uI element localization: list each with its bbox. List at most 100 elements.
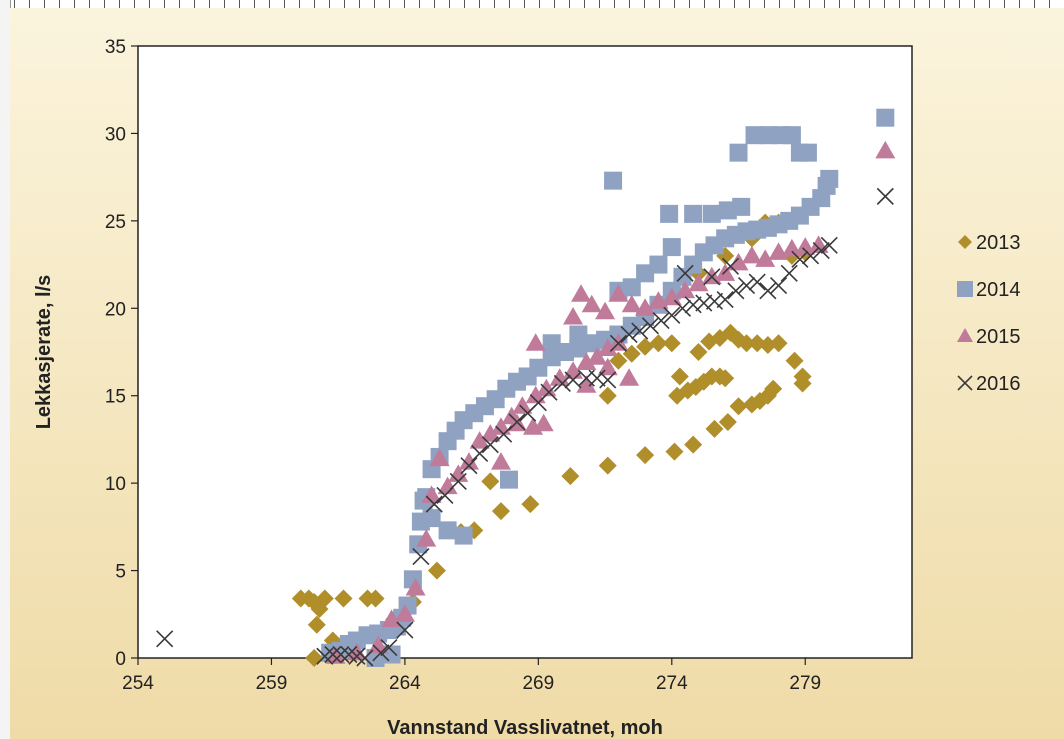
data-point-2016 (540, 383, 558, 401)
data-point-2014 (782, 126, 801, 145)
data-point-2015 (533, 413, 554, 432)
data-point-2016 (812, 242, 830, 260)
data-point-2016 (332, 645, 350, 664)
data-point-2016 (380, 638, 398, 657)
legend-marker (958, 235, 972, 249)
data-point-2013 (729, 397, 748, 416)
data-point-2013 (366, 589, 385, 608)
data-point-2015 (325, 646, 346, 664)
data-point-2014 (622, 278, 641, 297)
data-point-2013 (598, 386, 617, 405)
data-point-2015 (512, 396, 533, 414)
data-point-2013 (718, 412, 737, 431)
data-point-2013 (684, 435, 703, 454)
data-point-2015 (755, 249, 776, 267)
x-axis-title: Vannstand Vasslivatnet, moh (387, 717, 663, 739)
data-point-2015 (597, 338, 618, 357)
legend-marker (957, 328, 973, 342)
data-point-2013 (668, 386, 687, 405)
data-point-2014 (569, 325, 588, 344)
data-point-2016 (780, 264, 798, 282)
data-point-2016 (436, 486, 454, 504)
data-point-2016 (791, 250, 809, 268)
legend-label: 2016 (976, 373, 1021, 395)
data-point-2016 (676, 264, 694, 282)
x-axis: 254 259 264 269 274 279 (122, 658, 821, 694)
data-point-2014 (729, 143, 748, 162)
data-point-2015 (458, 452, 479, 470)
data-point-2014 (499, 470, 518, 489)
data-point-2015 (621, 294, 642, 313)
data-point-2016 (508, 413, 526, 431)
data-point-2014 (542, 334, 561, 353)
data-point-2015 (581, 294, 602, 313)
data-point-2013 (307, 615, 326, 634)
data-point-2016 (553, 374, 571, 393)
data-point-2015 (536, 378, 557, 397)
legend-label: 2013 (976, 232, 1021, 254)
data-point-2013 (334, 589, 353, 608)
plot-frame (137, 45, 913, 659)
data-point-2015 (619, 368, 640, 386)
data-point-2013 (521, 495, 540, 514)
data-point-2013 (785, 351, 804, 370)
background-window-strip (0, 0, 1064, 8)
data-point-2016 (641, 317, 660, 335)
data-point-2015 (597, 357, 618, 376)
data-point-2015 (608, 333, 629, 351)
data-point-2016 (620, 325, 638, 344)
data-point-2015 (728, 252, 749, 271)
data-point-2014 (438, 521, 457, 540)
data-point-2016 (412, 548, 430, 566)
data-point-2016 (449, 472, 467, 490)
data-point-2016 (324, 645, 342, 664)
data-point-2015 (587, 347, 608, 365)
data-point-2015 (571, 284, 592, 302)
data-point-2015 (576, 375, 597, 393)
data-point-2016 (769, 276, 788, 295)
data-point-2016 (703, 268, 721, 286)
legend-item-2015: 2015 (957, 326, 1021, 348)
y-tick-label: 0 (115, 649, 126, 670)
data-point-2016 (684, 296, 702, 314)
data-point-2015 (469, 431, 490, 449)
data-point-2016 (460, 457, 478, 475)
data-point-2015 (675, 280, 696, 299)
data-point-2013 (561, 467, 580, 486)
data-point-2015 (429, 448, 450, 467)
data-point-2013 (769, 334, 788, 353)
data-point-2016 (156, 630, 174, 648)
data-point-2013 (705, 419, 724, 438)
legend-item-2013: 2013 (958, 232, 1021, 254)
data-point-2013 (665, 442, 684, 461)
y-tick-label: 30 (105, 124, 126, 145)
x-tick-label: 269 (522, 673, 554, 694)
x-tick-label: 264 (389, 673, 421, 694)
data-point-2016 (705, 292, 724, 310)
data-point-2014 (662, 238, 681, 257)
data-point-2013 (793, 367, 812, 386)
data-point-2015 (525, 385, 546, 404)
data-point-2015 (741, 245, 762, 264)
y-tick-label: 25 (105, 212, 126, 233)
x-tick-label: 259 (256, 673, 288, 694)
data-point-2016 (471, 444, 489, 462)
legend-item-2016: 2016 (957, 373, 1021, 395)
legend: 2013 2014 2015 2016 (957, 232, 1021, 395)
data-point-2013 (636, 337, 655, 356)
y-tick-label: 5 (115, 562, 126, 583)
legend-marker (957, 375, 973, 391)
data-point-2016 (721, 257, 740, 275)
data-point-2014 (649, 255, 668, 274)
y-axis: 0 5 10 15 20 25 30 35 (105, 37, 138, 670)
data-point-2013 (649, 334, 668, 353)
data-point-2013 (716, 369, 735, 388)
data-point-2014 (876, 108, 895, 127)
data-point-2015 (608, 284, 629, 302)
data-point-2013 (670, 367, 689, 386)
data-point-2013 (764, 379, 783, 398)
data-point-2016 (631, 322, 649, 340)
data-point-2013 (598, 456, 617, 475)
data-point-2016 (425, 495, 443, 513)
data-point-2016 (663, 306, 681, 324)
